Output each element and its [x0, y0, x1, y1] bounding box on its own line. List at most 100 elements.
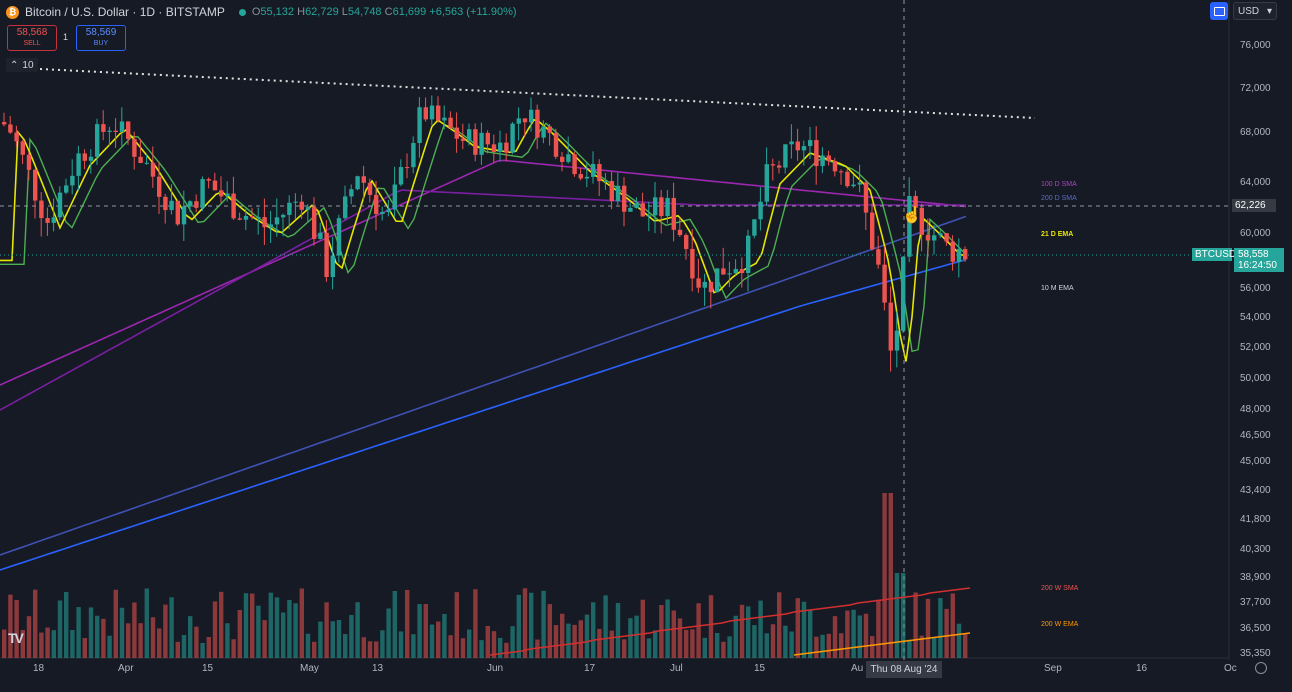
candle [188, 201, 193, 207]
volume-bar [597, 628, 602, 658]
volume-bar [789, 631, 794, 658]
chevron-down-icon: ▾ [1266, 5, 1272, 17]
candle [826, 155, 831, 161]
candle [14, 132, 19, 142]
buy-price: 58,569 [85, 27, 117, 38]
candle [88, 156, 94, 161]
volume-bar [380, 630, 385, 658]
open-value: 55,132 [260, 6, 295, 18]
candle [39, 200, 44, 219]
candle [634, 203, 639, 208]
volume-bar [572, 624, 577, 658]
volume-bar [733, 615, 738, 658]
candle [225, 193, 230, 197]
volume-bar [20, 630, 25, 658]
volume-bar [944, 608, 949, 658]
volume-bar [336, 620, 342, 658]
candle [690, 248, 695, 279]
symbol-title[interactable]: Bitcoin / U.S. Dollar · 1D · BITSTAMP [25, 5, 225, 19]
candle [727, 273, 732, 275]
volume-bar [938, 598, 943, 658]
volume-bar [690, 629, 695, 658]
volume-bar [274, 597, 280, 658]
candle [863, 182, 869, 213]
volume-bar [832, 616, 838, 658]
candle [646, 215, 652, 217]
currency-select[interactable]: USD ▾ [1233, 2, 1277, 20]
volume-bar [45, 627, 50, 658]
volume-bar [113, 589, 118, 658]
candle [318, 232, 323, 239]
candle [504, 142, 509, 153]
candle [597, 163, 602, 182]
volume-bar [212, 601, 218, 658]
time-axis-label: Apr [118, 663, 134, 674]
volume-bar [925, 598, 931, 658]
candle [510, 123, 515, 153]
volume-bar [367, 641, 373, 658]
candle [529, 109, 534, 123]
candle [777, 165, 782, 168]
volume-bar [752, 625, 757, 658]
candle [380, 211, 385, 214]
gear-icon[interactable] [1255, 662, 1267, 674]
volume-bar [932, 637, 937, 658]
candle [150, 162, 156, 177]
volume-bar [107, 635, 112, 658]
top-right-controls: USD ▾ [1210, 2, 1277, 20]
candle [919, 207, 924, 235]
price-axis-label: 40,300 [1240, 544, 1271, 555]
candle [677, 229, 683, 236]
volume-bar [956, 623, 962, 658]
candle [8, 124, 13, 133]
fullscreen-button[interactable] [1210, 2, 1228, 20]
candle [237, 218, 242, 220]
currency-value: USD [1238, 5, 1260, 17]
volume-bar [727, 636, 732, 658]
indicators-toggle[interactable]: ⌃ 10 [6, 58, 38, 72]
volume-bar [305, 633, 311, 658]
volume-bar [814, 636, 819, 658]
volume-bar [646, 638, 652, 658]
time-axis-label: 18 [33, 663, 45, 674]
candle [628, 207, 633, 212]
candle [888, 302, 893, 351]
volume-bar [163, 604, 168, 658]
volume-bar [299, 588, 304, 658]
volume-bar [566, 623, 571, 658]
volume-bar [88, 607, 94, 658]
tradingview-logo-icon[interactable]: TV [8, 630, 24, 646]
candle [560, 156, 565, 162]
volume-bar [361, 637, 366, 658]
low-value: 54,748 [347, 6, 382, 18]
volume-bar [560, 613, 565, 658]
volume-bar [721, 641, 726, 658]
sell-button[interactable]: 58,568 SELL [7, 25, 57, 51]
candle [423, 107, 428, 120]
volume-bar [343, 634, 348, 658]
candle [231, 193, 236, 219]
volume-bar [826, 633, 831, 658]
trendline [39, 68, 1036, 119]
volume-bar [615, 602, 621, 658]
ma-label-10m-ema: 10 M EMA [1041, 285, 1074, 292]
volume-bar [448, 635, 453, 658]
buy-button[interactable]: 58,569 BUY [76, 25, 126, 51]
volume-bar [609, 630, 614, 658]
candle [169, 200, 174, 211]
price-axis-label: 60,000 [1240, 228, 1271, 239]
candle [925, 234, 931, 241]
candle [361, 176, 366, 183]
change-value: +6,563 (+11.90%) [429, 6, 517, 18]
volume-bar [144, 588, 149, 658]
candle [938, 233, 943, 236]
volume-bar [281, 612, 286, 658]
candle [287, 202, 292, 215]
candle [181, 206, 187, 225]
volume-bar [801, 601, 807, 658]
candle [485, 132, 490, 145]
volume-bar [894, 573, 900, 658]
candle [132, 138, 137, 157]
